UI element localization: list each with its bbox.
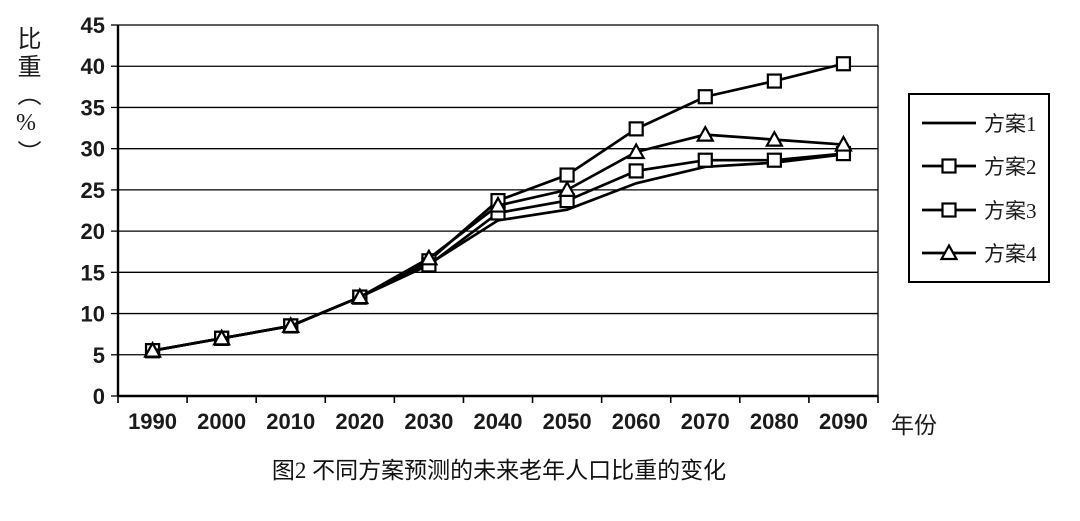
square-marker-icon xyxy=(697,152,713,168)
x-tick-label: 2000 xyxy=(197,409,246,434)
triangle-marker-icon xyxy=(626,142,646,160)
legend-label: 方案2 xyxy=(984,155,1037,180)
triangle-marker-icon xyxy=(350,287,370,305)
legend: 方案1 方案2 方案3 方案4 xyxy=(908,93,1050,283)
series-方案1 xyxy=(152,153,844,352)
square-marker-icon xyxy=(835,56,852,72)
square-marker-icon xyxy=(941,202,957,218)
triangle-marker-icon xyxy=(212,328,232,346)
square-marker-icon xyxy=(697,89,713,105)
square-marker-icon xyxy=(559,167,575,183)
legend-key-icon xyxy=(922,243,976,261)
x-tick-label: 2030 xyxy=(404,409,453,434)
chart-caption: 图2 不同方案预测的未来老年人口比重的变化 xyxy=(271,458,727,483)
square-marker-icon xyxy=(628,121,644,137)
series-line xyxy=(152,152,844,352)
triangle-marker-icon xyxy=(281,316,301,334)
y-tick-label: 40 xyxy=(81,54,105,79)
series-方案4 xyxy=(143,124,853,358)
x-tick-label: 2070 xyxy=(681,409,730,434)
square-marker-icon xyxy=(766,73,782,89)
triangle-marker-icon xyxy=(419,248,439,266)
series-line xyxy=(152,133,844,352)
x-tick-label: 2060 xyxy=(612,409,661,434)
y-axis-title: 比重（%） xyxy=(13,26,39,168)
triangle-marker-icon xyxy=(939,243,959,261)
y-tick-label: 5 xyxy=(93,343,105,368)
x-tick-label: 2040 xyxy=(474,409,523,434)
line-chart-plot: 0 5 10 15 20 25 30 35 40 45 1990 2000 2010 2020 2030 20… xyxy=(81,13,879,434)
x-tick-label: 1990 xyxy=(128,409,177,434)
y-tick-label: 20 xyxy=(81,219,105,244)
y-tick-label: 0 xyxy=(93,384,105,409)
legend-item: 方案2 xyxy=(920,151,1044,181)
x-tick-label: 2050 xyxy=(543,409,592,434)
y-tick-label: 25 xyxy=(81,178,105,203)
triangle-marker-icon xyxy=(764,129,784,147)
legend-key-icon xyxy=(922,121,976,125)
y-tick-label: 10 xyxy=(81,302,105,327)
legend-key-icon xyxy=(922,202,976,218)
triangle-marker-icon xyxy=(143,340,162,358)
series-方案3 xyxy=(144,146,852,359)
series-line xyxy=(152,153,844,352)
x-tick-label: 2010 xyxy=(266,409,315,434)
y-tick-label: 45 xyxy=(81,13,105,38)
y-tick-label: 30 xyxy=(81,137,105,162)
legend-label: 方案1 xyxy=(984,111,1037,136)
legend-item: 方案3 xyxy=(920,195,1044,225)
legend-label: 方案3 xyxy=(984,198,1037,223)
x-tick-label: 2080 xyxy=(750,409,799,434)
triangle-marker-icon xyxy=(695,124,715,142)
square-marker-icon xyxy=(941,158,957,174)
triangle-marker-icon xyxy=(557,180,577,197)
triangle-marker-icon xyxy=(488,195,508,213)
legend-key-icon xyxy=(922,158,976,174)
y-tick-label: 35 xyxy=(81,95,105,120)
x-tick-label: 2020 xyxy=(335,409,384,434)
legend-item: 方案1 xyxy=(920,108,1044,138)
square-marker-icon xyxy=(628,163,644,179)
legend-label: 方案4 xyxy=(984,242,1037,267)
y-tick-label: 15 xyxy=(81,260,105,285)
square-marker-icon xyxy=(766,152,782,168)
legend-item: 方案4 xyxy=(920,238,1044,268)
triangle-marker-icon xyxy=(834,134,853,152)
x-axis-unit-label: 年份 xyxy=(891,413,937,438)
x-tick-label: 2090 xyxy=(819,409,868,434)
